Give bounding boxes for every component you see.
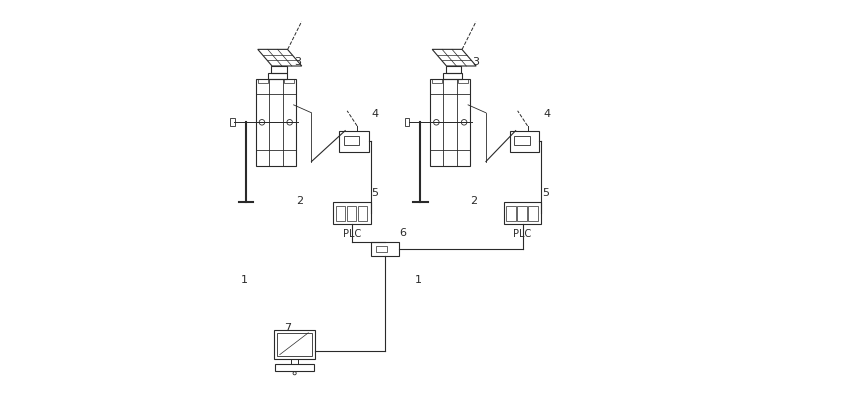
Bar xyxy=(405,119,410,127)
Bar xyxy=(446,67,461,74)
Bar xyxy=(268,74,288,79)
Bar xyxy=(358,206,368,221)
Bar xyxy=(272,67,287,74)
Text: 2: 2 xyxy=(470,196,478,205)
Text: 6: 6 xyxy=(399,227,406,237)
Text: 5: 5 xyxy=(372,188,378,198)
Bar xyxy=(506,206,516,221)
Bar xyxy=(504,203,542,224)
Bar xyxy=(256,79,296,166)
Bar xyxy=(346,206,357,221)
Bar xyxy=(339,131,369,153)
Bar xyxy=(258,79,268,83)
Bar xyxy=(528,206,538,221)
Bar xyxy=(344,136,359,146)
Bar xyxy=(432,79,442,83)
Text: 3: 3 xyxy=(294,57,301,67)
Text: 1: 1 xyxy=(415,275,422,285)
Bar xyxy=(442,74,462,79)
Text: 5: 5 xyxy=(542,188,549,198)
Text: 1: 1 xyxy=(241,275,247,285)
Bar xyxy=(333,203,371,224)
Text: 2: 2 xyxy=(296,196,303,205)
Bar xyxy=(431,79,470,166)
Text: 4: 4 xyxy=(372,109,378,118)
Bar xyxy=(283,79,294,83)
Bar xyxy=(230,119,235,127)
Bar xyxy=(376,246,387,252)
Bar xyxy=(510,131,539,153)
Bar xyxy=(274,330,315,359)
Bar xyxy=(278,333,312,356)
Bar xyxy=(336,206,345,221)
Text: 4: 4 xyxy=(544,109,551,118)
Bar xyxy=(515,136,530,146)
Bar xyxy=(371,243,399,256)
Text: 3: 3 xyxy=(473,57,479,67)
Bar xyxy=(275,364,315,371)
Text: PLC: PLC xyxy=(343,228,362,238)
Text: 7: 7 xyxy=(284,322,291,332)
Bar xyxy=(458,79,468,83)
Bar xyxy=(517,206,526,221)
Text: PLC: PLC xyxy=(514,228,532,238)
